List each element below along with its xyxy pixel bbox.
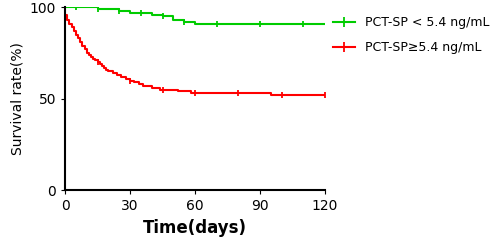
X-axis label: Time(days): Time(days) xyxy=(143,219,247,237)
Legend: PCT-SP < 5.4 ng/mL, PCT-SP≥5.4 ng/mL: PCT-SP < 5.4 ng/mL, PCT-SP≥5.4 ng/mL xyxy=(328,11,494,60)
Y-axis label: Survival rate(%): Survival rate(%) xyxy=(10,42,24,155)
